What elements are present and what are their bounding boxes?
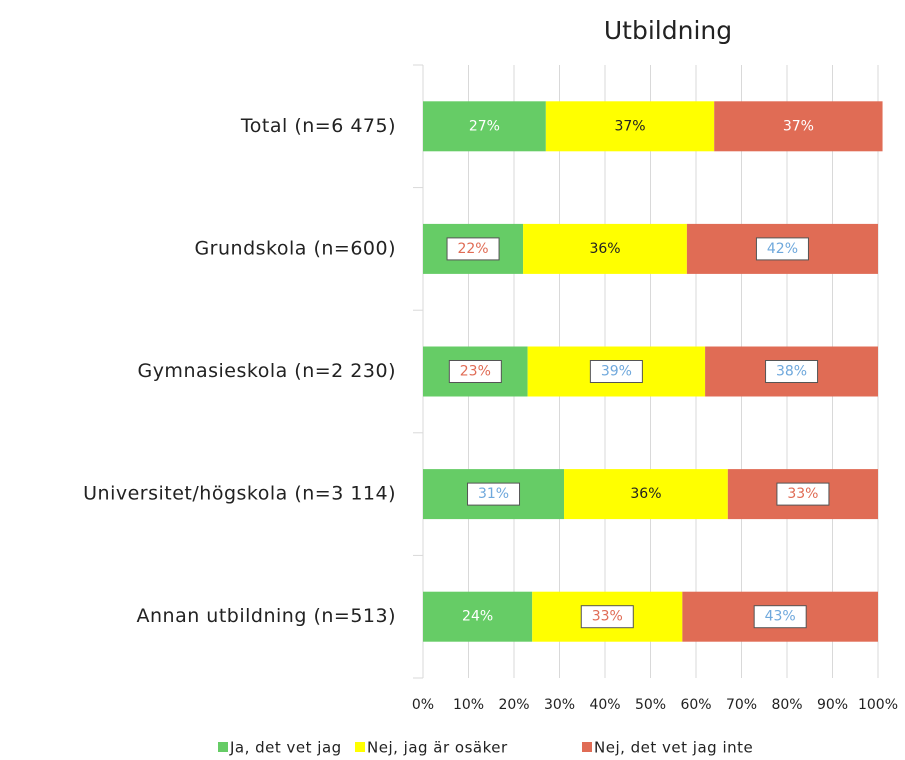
x-tick-label: 20%: [498, 697, 529, 713]
bar-segment: [564, 469, 728, 520]
data-label: 42%: [767, 241, 798, 257]
data-label: 23%: [460, 364, 491, 380]
data-label: 22%: [457, 241, 488, 257]
data-label: 43%: [765, 609, 796, 625]
data-label-box: [467, 482, 521, 506]
data-label-box: [589, 360, 643, 383]
data-label-box: [755, 237, 809, 261]
x-tick-label: 90%: [817, 697, 848, 713]
data-label: 36%: [589, 241, 620, 257]
data-label-box: [776, 482, 830, 506]
y-tick-label: Total (n=6 475): [240, 115, 396, 137]
data-label-box: [580, 605, 634, 629]
x-tick-label: 30%: [544, 697, 575, 713]
y-tick-label: Gymnasieskola (n=2 230): [137, 360, 396, 382]
bar-segment: [714, 101, 883, 152]
data-label: 37%: [614, 118, 645, 134]
data-label-box: [446, 237, 500, 261]
bar-segment: [523, 223, 687, 274]
data-label: 31%: [478, 486, 509, 502]
legend-label: Nej, jag är osäker: [367, 739, 508, 757]
x-tick-label: 50%: [635, 697, 666, 713]
chart-title: Utbildning: [604, 16, 732, 45]
bar-segment: [423, 101, 546, 152]
x-tick-label: 0%: [412, 697, 434, 713]
legend-label: Ja, det vet jag: [229, 739, 342, 757]
legend-swatch: [355, 742, 365, 752]
data-label-box: [448, 360, 502, 383]
x-tick-label: 10%: [453, 697, 484, 713]
data-label: 33%: [592, 609, 623, 625]
data-label-box: [753, 605, 807, 629]
legend-swatch: [218, 742, 228, 752]
bar-segment: [545, 101, 715, 152]
y-tick-label: Grundskola (n=600): [194, 237, 396, 259]
data-label: 36%: [630, 486, 661, 502]
x-tick-label: 60%: [680, 697, 711, 713]
y-tick-label: Universitet/högskola (n=3 114): [83, 483, 396, 505]
data-label: 24%: [462, 609, 493, 625]
data-label-box: [765, 360, 819, 383]
data-label: 33%: [787, 486, 818, 502]
x-tick-label: 40%: [589, 697, 620, 713]
data-label: 39%: [601, 364, 632, 380]
y-tick-label: Annan utbildning (n=513): [137, 605, 397, 627]
x-tick-label: 100%: [858, 697, 898, 713]
data-label: 38%: [776, 364, 807, 380]
x-tick-label: 70%: [726, 697, 757, 713]
bar-segment: [423, 591, 533, 642]
legend-label: Nej, det vet jag inte: [594, 739, 753, 757]
legend-swatch: [582, 742, 592, 752]
data-label: 37%: [783, 118, 814, 134]
x-tick-label: 80%: [771, 697, 802, 713]
data-label: 27%: [469, 118, 500, 134]
